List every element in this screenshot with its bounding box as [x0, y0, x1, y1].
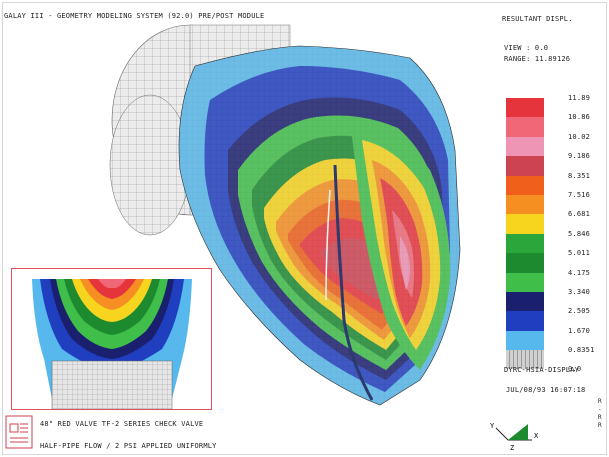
legend-swatch — [506, 253, 544, 273]
triad-x-label: X — [534, 432, 539, 440]
legend-swatch — [506, 311, 544, 331]
legend-swatch — [506, 214, 544, 234]
inset-contour-plot — [32, 279, 192, 409]
legend-row: 10.86 — [506, 113, 590, 137]
legend-row: 8.351 — [506, 172, 590, 195]
edge-char: R — [598, 422, 602, 429]
display-mode-label: DYRC-HSIA-DISPLAY — [504, 366, 580, 374]
legend-row: 11.89 — [506, 94, 590, 118]
legend-value: 0.0 — [568, 365, 582, 374]
legend-swatch — [506, 272, 544, 292]
legend-value: 10.02 — [568, 132, 591, 141]
legend-value: 8.351 — [568, 171, 591, 180]
color-legend: 11.89 10.86 10.02 9.186 8.351 7.516 6.681 5.846… — [506, 94, 594, 373]
legend-row: 4.175 — [506, 269, 590, 292]
legend-value: 5.011 — [568, 249, 591, 258]
legend-value: 7.516 — [568, 190, 591, 199]
legend-value: 3.340 — [568, 287, 591, 296]
edge-char: R — [598, 414, 602, 421]
legend-row: 5.846 — [506, 230, 590, 254]
legend-swatch — [506, 330, 544, 351]
legend-swatch — [506, 350, 544, 370]
legend-value: 2.505 — [568, 307, 591, 316]
legend-value: 10.86 — [568, 113, 591, 122]
edge-char: - — [598, 406, 602, 413]
view-readout: VIEW : 0.0 — [504, 44, 549, 52]
legend-swatch — [506, 156, 544, 176]
timestamp: JUL/08/93 16:07:18 — [506, 386, 586, 394]
legend-value: 6.681 — [568, 210, 591, 219]
legend-swatch — [506, 233, 544, 254]
triad-y-label: Y — [490, 422, 495, 430]
legend-row: 7.516 — [506, 191, 590, 215]
legend-value: 1.670 — [568, 326, 591, 335]
inset-view[interactable] — [11, 268, 212, 410]
legend-row: 0.8351 0.0 — [506, 346, 594, 373]
legend-row: 10.02 — [506, 133, 590, 157]
legend-swatch — [506, 291, 544, 312]
app-title: GALAY III - GEOMETRY MODELING SYSTEM (92… — [4, 12, 265, 20]
edge-text-fragment: R - R R — [598, 398, 602, 430]
displacement-contour-plot — [178, 45, 461, 406]
result-type-label: RESULTANT DISPL. — [502, 15, 573, 23]
legend-swatch — [506, 98, 544, 118]
legend-swatch — [506, 117, 544, 137]
legend-swatch — [506, 136, 544, 157]
legend-value: 4.175 — [568, 268, 591, 277]
model-caption: 48" RED VALVE TF-2 SERIES CHECK VALVE — [40, 420, 204, 428]
edge-char: R — [598, 398, 602, 405]
range-readout: RANGE: 11.89126 — [504, 55, 571, 63]
legend-value: 9.186 — [568, 152, 591, 161]
legend-row: 9.186 — [506, 152, 590, 176]
legend-row: 2.505 — [506, 307, 590, 331]
legend-row: 6.681 — [506, 210, 590, 234]
company-logo — [5, 415, 33, 449]
triad-z-label: Z — [510, 444, 514, 450]
legend-value: 0.8351 — [568, 346, 595, 355]
legend-row: 5.011 — [506, 249, 590, 273]
legend-value: 11.89 — [568, 94, 591, 102]
legend-value: 5.846 — [568, 229, 591, 238]
load-caption: HALF-PIPE FLOW / 2 PSI APPLIED UNIFORMLY — [40, 442, 217, 450]
legend-swatch — [506, 194, 544, 215]
legend-row: 3.340 — [506, 288, 590, 312]
legend-row: 1.670 — [506, 327, 590, 351]
axis-triad-icon: Y X Z — [490, 422, 539, 450]
legend-swatch — [506, 175, 544, 195]
